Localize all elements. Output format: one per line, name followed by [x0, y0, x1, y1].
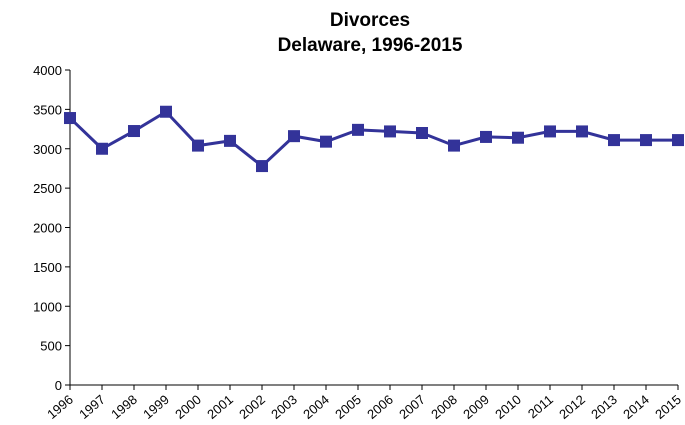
x-tick-label: 2001 — [204, 392, 236, 422]
x-tick-label: 1998 — [108, 392, 140, 422]
chart-subtitle: Delaware, 1996-2015 — [278, 35, 463, 56]
marker — [352, 123, 364, 136]
y-tick-label: 1000 — [33, 299, 62, 314]
y-tick-label: 0 — [55, 378, 62, 393]
marker — [192, 139, 204, 152]
marker — [576, 125, 588, 138]
y-tick-label: 2500 — [33, 181, 62, 196]
marker — [608, 134, 620, 147]
y-tick-label: 3500 — [33, 102, 62, 117]
marker — [320, 135, 332, 148]
x-tick-label: 2007 — [396, 392, 428, 422]
marker — [672, 134, 684, 147]
marker — [224, 134, 236, 147]
marker — [256, 160, 268, 173]
x-tick-label: 2012 — [556, 392, 588, 422]
y-tick-label: 4000 — [33, 63, 62, 78]
marker — [64, 112, 76, 125]
x-tick-label: 2002 — [236, 392, 268, 422]
x-tick-label: 2014 — [620, 392, 652, 422]
x-tick-label: 1996 — [44, 392, 76, 422]
marker — [448, 139, 460, 152]
x-tick-label: 2009 — [460, 392, 492, 422]
marker — [416, 127, 428, 139]
x-tick-label: 1999 — [140, 392, 172, 422]
y-tick-label: 1500 — [33, 260, 62, 275]
line — [68, 109, 678, 169]
x-tick-label: 2000 — [172, 392, 204, 422]
y-tick-label: 3000 — [33, 142, 62, 157]
x-tick-label: 2015 — [652, 392, 684, 422]
x-tick-label: 2003 — [268, 392, 300, 422]
y-tick-label: 500 — [40, 339, 62, 354]
marker — [288, 130, 300, 143]
marker — [480, 130, 492, 143]
marker — [384, 125, 396, 138]
x-tick-label: 2013 — [588, 392, 620, 422]
marker — [160, 105, 172, 118]
chart-title: Divorces — [330, 10, 410, 31]
x-tick-label: 2004 — [300, 392, 332, 422]
x-tick-label: 2011 — [525, 392, 556, 421]
x-tick-label: 2005 — [332, 392, 364, 422]
marker — [544, 125, 556, 138]
x-tick-label: 1997 — [76, 392, 108, 422]
x-tick-label: 2008 — [428, 392, 460, 422]
marker — [512, 131, 524, 144]
y-tick-label: 2000 — [33, 221, 62, 236]
marker — [128, 125, 140, 138]
marker — [640, 134, 652, 147]
x-tick-label: 2006 — [364, 392, 396, 422]
x-tick-label: 2010 — [492, 392, 524, 422]
marker — [96, 142, 108, 155]
